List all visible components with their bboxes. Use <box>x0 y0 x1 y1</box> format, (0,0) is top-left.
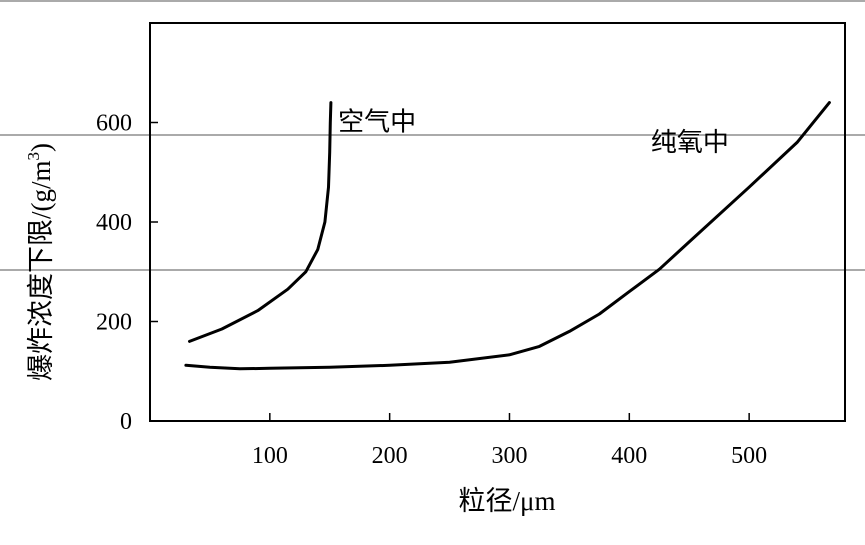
x-tick-label: 400 <box>611 443 647 469</box>
y-axis-label: 爆炸浓度下限/(g/m3) <box>24 143 56 381</box>
y-tick-label: 600 <box>96 111 132 137</box>
x-axis-ticks: 100 200 300 400 500 <box>252 413 767 469</box>
y-axis-ticks: 0 200 400 600 <box>96 111 158 435</box>
y-axis-label-sup: 3 <box>24 152 43 161</box>
y-tick-label: 200 <box>96 310 132 336</box>
x-tick-label: 500 <box>731 443 767 469</box>
y-axis-label-close: ) <box>26 143 56 152</box>
x-tick-label: 200 <box>372 443 408 469</box>
y-tick-label: 400 <box>96 210 132 236</box>
y-tick-label: 0 <box>120 409 132 435</box>
series-line-2 <box>184 101 831 371</box>
series-curves <box>184 101 831 371</box>
series-label-1: 空气中 <box>338 108 416 138</box>
x-tick-label: 300 <box>491 443 527 469</box>
y-axis-label-main: 爆炸浓度下限/(g/m <box>26 161 56 382</box>
x-axis-label: 粒径/μm <box>459 486 556 516</box>
series-label-2: 纯氧中 <box>651 128 729 158</box>
plot-frame <box>149 22 846 422</box>
series-line-1 <box>188 101 333 343</box>
x-tick-label: 100 <box>252 443 288 469</box>
